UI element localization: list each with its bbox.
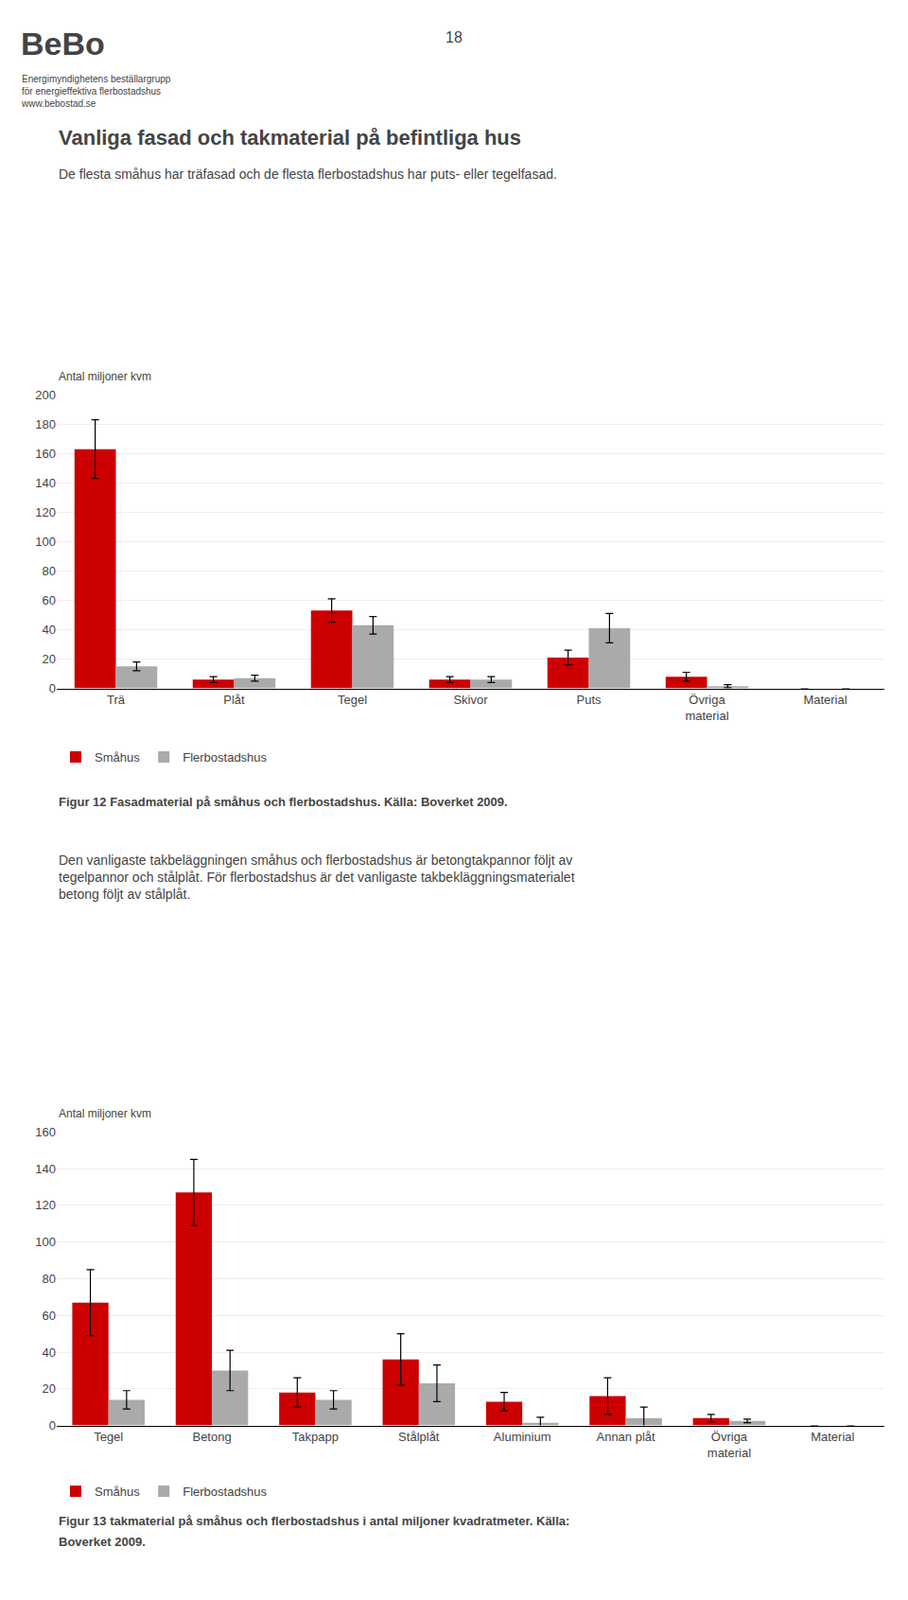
svg-text:120: 120 — [34, 505, 56, 520]
svg-text:Energimyndighetens beställargr: Energimyndighetens beställargruppför ene… — [20, 73, 172, 109]
svg-text:180: 180 — [34, 417, 56, 432]
svg-text:Tegel: Tegel — [337, 692, 367, 707]
svg-text:Boverket 2009.: Boverket 2009. — [58, 1534, 146, 1549]
svg-text:160: 160 — [34, 446, 56, 461]
svg-text:Material: Material — [803, 692, 847, 707]
svg-text:60: 60 — [42, 1308, 56, 1323]
svg-text:Material: Material — [810, 1429, 855, 1444]
svg-text:Plåt: Plåt — [223, 692, 245, 707]
svg-text:80: 80 — [42, 563, 56, 578]
svg-text:Figur 13 takmaterial på småhus: Figur 13 takmaterial på småhus och flerb… — [58, 1513, 570, 1528]
svg-text:40: 40 — [42, 622, 56, 637]
svg-text:200: 200 — [34, 387, 56, 402]
svg-text:100: 100 — [34, 534, 56, 549]
svg-text:Tegel: Tegel — [93, 1429, 123, 1444]
svg-text:20: 20 — [42, 1380, 56, 1396]
svg-text:100: 100 — [34, 1234, 56, 1249]
svg-text:Småhus: Småhus — [94, 750, 140, 765]
svg-text:Flerbostadshus: Flerbostadshus — [182, 750, 267, 765]
svg-text:Trä: Trä — [106, 692, 126, 707]
svg-text:0: 0 — [49, 681, 56, 696]
svg-text:0: 0 — [49, 1417, 56, 1432]
svg-text:20: 20 — [42, 651, 56, 666]
svg-text:140: 140 — [34, 1161, 56, 1176]
svg-text:Övrigamaterial: Övrigamaterial — [707, 1429, 751, 1460]
svg-text:60: 60 — [42, 593, 56, 608]
svg-text:BeBo: BeBo — [20, 25, 105, 62]
svg-text:Skivor: Skivor — [453, 692, 489, 707]
svg-text:Antal miljoner kvm: Antal miljoner kvm — [58, 369, 152, 384]
svg-text:140: 140 — [34, 475, 56, 490]
svg-text:Stålplåt: Stålplåt — [398, 1429, 440, 1444]
svg-text:Vanliga fasad och takmaterial: Vanliga fasad och takmaterial på befintl… — [58, 125, 522, 150]
svg-text:18: 18 — [445, 29, 463, 46]
svg-text:120: 120 — [34, 1197, 56, 1212]
svg-text:Takpapp: Takpapp — [292, 1429, 339, 1444]
svg-text:160: 160 — [34, 1124, 56, 1139]
svg-text:Antal miljoner kvm: Antal miljoner kvm — [58, 1106, 152, 1120]
svg-text:Annan plåt: Annan plåt — [595, 1429, 656, 1444]
svg-text:40: 40 — [42, 1344, 56, 1360]
svg-text:Den vanligaste takbeläggningen: Den vanligaste takbeläggningen småhus oc… — [58, 852, 576, 902]
svg-text:Flerbostadshus: Flerbostadshus — [182, 1484, 267, 1499]
svg-text:Aluminium: Aluminium — [493, 1429, 552, 1444]
svg-text:Puts: Puts — [576, 692, 602, 707]
svg-text:80: 80 — [42, 1271, 56, 1286]
svg-text:Betong: Betong — [192, 1429, 231, 1444]
svg-text:Figur 12 Fasadmaterial på småh: Figur 12 Fasadmaterial på småhus och fle… — [58, 794, 508, 809]
svg-text:De flesta småhus har träfasad: De flesta småhus har träfasad och de fle… — [58, 166, 558, 182]
svg-text:Övrigamaterial: Övrigamaterial — [684, 692, 729, 723]
svg-text:Småhus: Småhus — [94, 1484, 140, 1499]
